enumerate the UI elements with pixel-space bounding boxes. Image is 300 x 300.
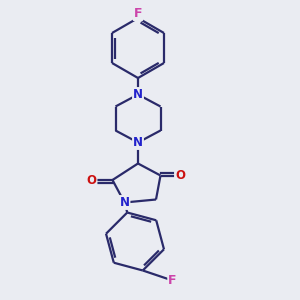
Text: O: O (175, 169, 185, 182)
Text: N: N (133, 88, 143, 101)
Text: F: F (134, 7, 142, 20)
Text: F: F (168, 274, 177, 287)
Text: N: N (133, 136, 143, 149)
Text: O: O (86, 173, 97, 187)
Text: N: N (119, 196, 130, 209)
